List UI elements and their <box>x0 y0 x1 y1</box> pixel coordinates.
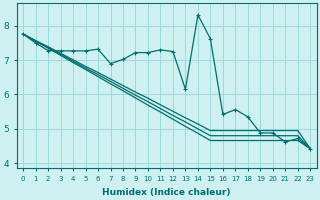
X-axis label: Humidex (Indice chaleur): Humidex (Indice chaleur) <box>102 188 231 197</box>
